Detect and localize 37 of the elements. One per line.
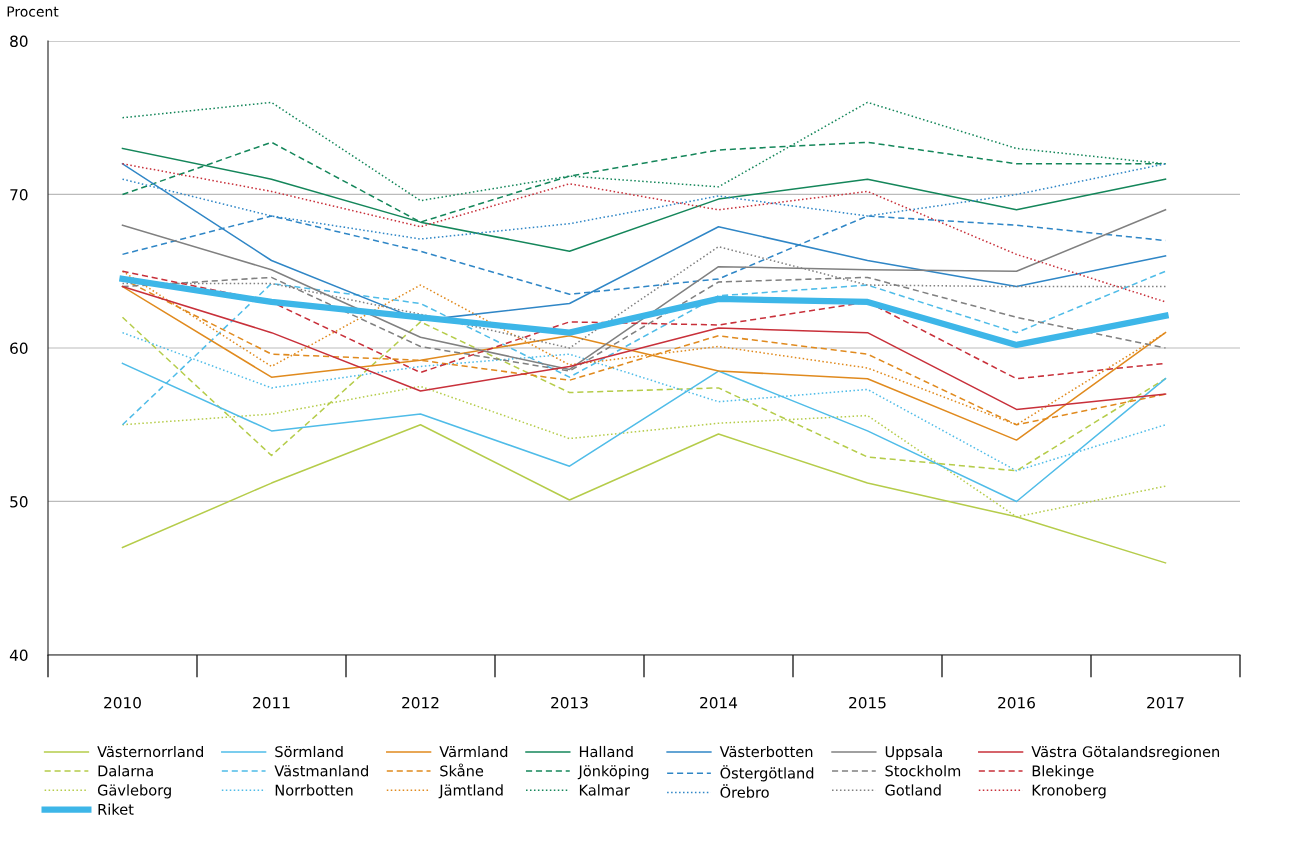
x-tick-label: 2016 [998,696,1035,709]
legend-label: Gävleborg [97,784,171,799]
legend-label: Uppsala [885,745,942,761]
x-tick-label: 2012 [402,696,439,709]
line-series [121,209,1167,371]
legend-label: Jönköping [577,765,649,780]
legend-label: Gotland [885,784,941,796]
x-tick-label: 2011 [253,696,290,709]
legend-label: Halland [579,745,633,758]
x-tick-label: 2014 [700,696,738,709]
legend-label: Västra Götalandsregionen [1031,745,1220,761]
legend-label: Kronoberg [1032,784,1106,799]
legend-label: Blekinge [1032,765,1094,780]
legend-label: Skåne [440,763,484,777]
y-tick-label: 80 [10,35,28,48]
legend-label: Jämtland [438,784,503,799]
x-tick-label: 2015 [849,696,886,709]
legend-label: Riket [98,803,134,815]
legend-label: Västmanland [274,765,368,777]
y-tick-label: 40 [9,649,28,662]
x-tick-label: 2010 [104,696,141,709]
legend-label: Dalarna [98,765,153,777]
legend-label: Västernorrland [97,745,203,758]
x-tick-label: 2013 [551,696,588,709]
legend-label: Norrbotten [275,784,353,796]
y-tick-label: 70 [10,188,28,201]
legend-label: Örebro [720,784,769,798]
x-tick-label: 2017 [1147,696,1184,709]
y-axis-title: Procent [7,6,59,17]
legend-label: Västerbotten [719,745,813,758]
legend-label: Sörmland [275,745,343,758]
legend-label: Kalmar [579,784,630,796]
y-tick-label: 60 [10,342,28,355]
y-tick-label: 50 [10,495,28,508]
legend-label: Östergötland [720,765,814,782]
legend-label: Värmland [439,745,508,758]
legend-label: Stockholm [885,765,961,777]
